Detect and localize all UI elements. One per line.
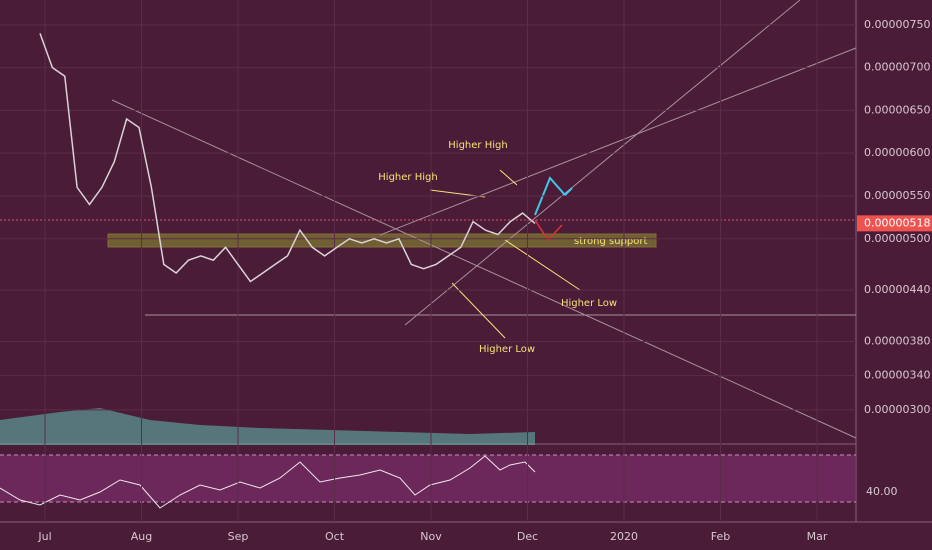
y-tick-label: 0.00000300 bbox=[864, 403, 930, 416]
y-tick-label: 0.00000500 bbox=[864, 232, 930, 245]
y-tick-label: 0.00000380 bbox=[864, 334, 930, 347]
y-tick-label: 0.00000750 bbox=[864, 18, 930, 31]
arrow bbox=[504, 239, 581, 291]
volume-area bbox=[0, 408, 535, 445]
x-tick-label: Jul bbox=[37, 530, 51, 543]
x-tick-label: Oct bbox=[325, 530, 345, 543]
price-line-series bbox=[39, 33, 536, 283]
annotation: Higher Low bbox=[479, 344, 535, 355]
annotation: Higher High bbox=[378, 172, 437, 183]
annotation: Higher High bbox=[448, 140, 507, 151]
x-tick-label: Dec bbox=[517, 530, 538, 543]
arrow bbox=[499, 169, 518, 186]
trend-line bbox=[111, 99, 857, 439]
y-tick-label: 0.00000340 bbox=[864, 369, 930, 382]
x-tick-label: Sep bbox=[228, 530, 249, 543]
projection-down bbox=[534, 219, 563, 242]
y-tick-label: 0.00000550 bbox=[864, 189, 930, 202]
y-tick-label: 0.00000650 bbox=[864, 103, 930, 116]
annotation: Higher Low bbox=[561, 298, 617, 309]
x-tick-label: Aug bbox=[131, 530, 152, 543]
trend-line bbox=[379, 47, 857, 236]
y-tick-label: 0.00000440 bbox=[864, 283, 930, 296]
x-tick-label: Mar bbox=[807, 530, 828, 543]
rsi-line bbox=[0, 455, 536, 509]
rsi-band bbox=[0, 455, 856, 502]
y-tick-label: 0.00000600 bbox=[864, 146, 930, 159]
last-price-box bbox=[857, 215, 932, 232]
last-price-label: 0.00000518 bbox=[864, 216, 930, 229]
arrow bbox=[451, 282, 506, 339]
y-tick-label: 0.00000700 bbox=[864, 61, 930, 74]
x-tick-label: Nov bbox=[420, 530, 442, 543]
projection-up bbox=[534, 176, 573, 216]
rsi-label: 40.00 bbox=[866, 485, 898, 498]
annotation: strong support bbox=[574, 236, 647, 247]
x-tick-label: 2020 bbox=[610, 530, 638, 543]
trend-line bbox=[404, 0, 801, 326]
x-tick-label: Feb bbox=[711, 530, 730, 543]
